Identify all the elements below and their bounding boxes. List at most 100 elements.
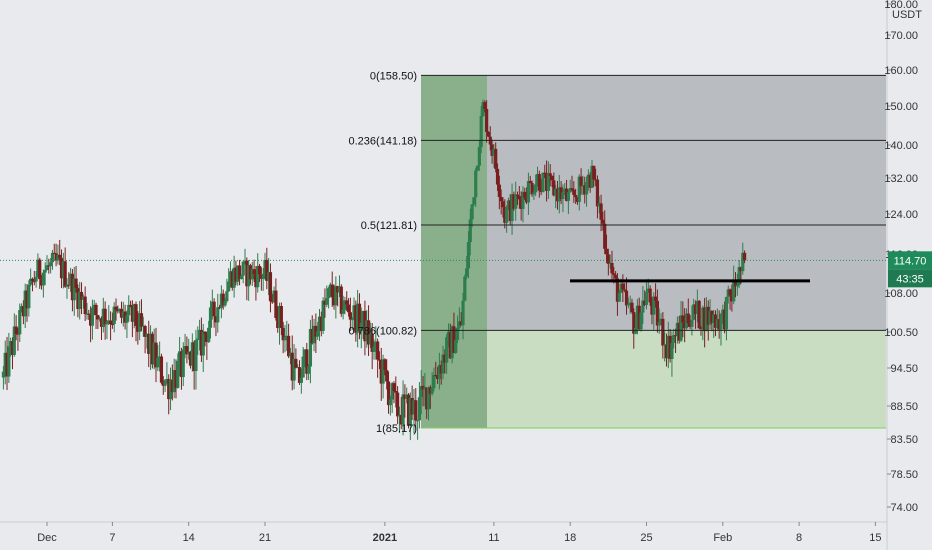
candle-down (428, 385, 432, 409)
candle-up (308, 319, 313, 384)
candle-up (577, 174, 581, 211)
candle-body (454, 339, 458, 353)
candle-down (116, 305, 120, 314)
fib-level-label: 0.236(141.18) (349, 135, 418, 147)
candle-down (199, 317, 204, 362)
candle-body (305, 349, 309, 374)
candle-body (267, 272, 271, 281)
candle-body (525, 197, 529, 203)
candle-body (575, 197, 580, 203)
drawings[interactable]: 0(158.50) 0.236(141.18) 0.5(121.81) 0.786(1… (349, 70, 887, 435)
candle-down (624, 277, 629, 315)
candle-down (385, 359, 389, 390)
candle-body (552, 180, 556, 196)
candle-body (210, 301, 214, 308)
candle-body (372, 346, 376, 352)
candle-body (114, 306, 118, 310)
candle-body (141, 326, 145, 328)
candle-up (514, 181, 518, 221)
candle-down (490, 139, 494, 164)
candle-body (385, 370, 389, 382)
candle-down (128, 300, 133, 308)
candle-body (326, 288, 331, 299)
candle-body (397, 414, 402, 417)
candle-down (515, 191, 520, 205)
time-tick-label: 11 (488, 532, 499, 544)
candle-down (38, 257, 42, 289)
candle-down (294, 348, 298, 369)
candle-body (535, 174, 540, 185)
candle-body (386, 381, 391, 406)
candle-up (227, 268, 231, 292)
candle-body (615, 278, 620, 302)
candle-up (165, 362, 169, 384)
candle-body (89, 314, 93, 326)
candle-body (564, 188, 569, 201)
candle-body (139, 313, 144, 327)
price-tick-label: 170.00 (884, 30, 918, 42)
candle-up (372, 339, 376, 360)
candle-body (577, 176, 581, 203)
candle-up (326, 286, 331, 309)
candle-body (316, 331, 320, 337)
candle-body (686, 313, 690, 324)
candle-body (7, 346, 11, 377)
candle-body (176, 361, 180, 388)
candle-down (681, 301, 685, 338)
candle-body (363, 310, 367, 342)
time-tick-label: 25 (640, 532, 652, 544)
candle-body (403, 394, 407, 399)
candle-up (666, 321, 670, 369)
candle-body (98, 318, 102, 320)
candle-body (517, 196, 521, 200)
candle-body (78, 291, 82, 310)
candle-body (455, 327, 460, 340)
candle-down (630, 298, 634, 314)
price-tick-label: 150.00 (884, 101, 918, 113)
candle-body (236, 265, 240, 282)
candle-down (70, 269, 75, 312)
candle-body (118, 308, 122, 312)
candle-down (523, 187, 527, 200)
candle-up (178, 336, 182, 376)
candle-down (379, 347, 383, 401)
candle-body (713, 314, 718, 328)
candle-up (1, 365, 5, 390)
candle-down (108, 311, 113, 341)
candle-body (168, 379, 173, 400)
candle-body (379, 360, 383, 384)
candle-up (272, 286, 276, 303)
candle-body (334, 286, 338, 306)
candle-body (425, 387, 429, 410)
candle-body (505, 207, 509, 223)
candle-down (686, 298, 690, 327)
candle-body (214, 316, 218, 323)
candle-body (603, 223, 607, 249)
candle-body (643, 300, 647, 305)
time-axis[interactable]: Dec 7 14 21 2021 11 18 25 Feb 8 15 (37, 522, 882, 544)
candle-body (252, 269, 256, 275)
candle-body (92, 304, 96, 308)
candle-body (530, 182, 534, 195)
candle-up (236, 265, 240, 286)
candle-body (494, 148, 498, 169)
candle-up (470, 204, 474, 228)
candle-down (683, 308, 687, 343)
candle-body (468, 219, 472, 242)
candle-body (199, 329, 204, 356)
candle-body (248, 265, 253, 280)
candle-up (735, 273, 739, 296)
candle-body (158, 356, 162, 358)
candle-up (479, 106, 483, 154)
candle-body (483, 102, 487, 109)
candle-body (683, 322, 687, 329)
candle-body (348, 312, 352, 320)
candle-body (325, 298, 329, 305)
candle-up (12, 313, 16, 357)
candle-down (396, 386, 400, 425)
price-axis[interactable]: 180.00 170.00 160.00 150.00 140.00 132.00 124.… (884, 0, 918, 514)
candle-up (368, 322, 372, 349)
candle-body (156, 357, 160, 368)
candle-up (670, 331, 674, 377)
